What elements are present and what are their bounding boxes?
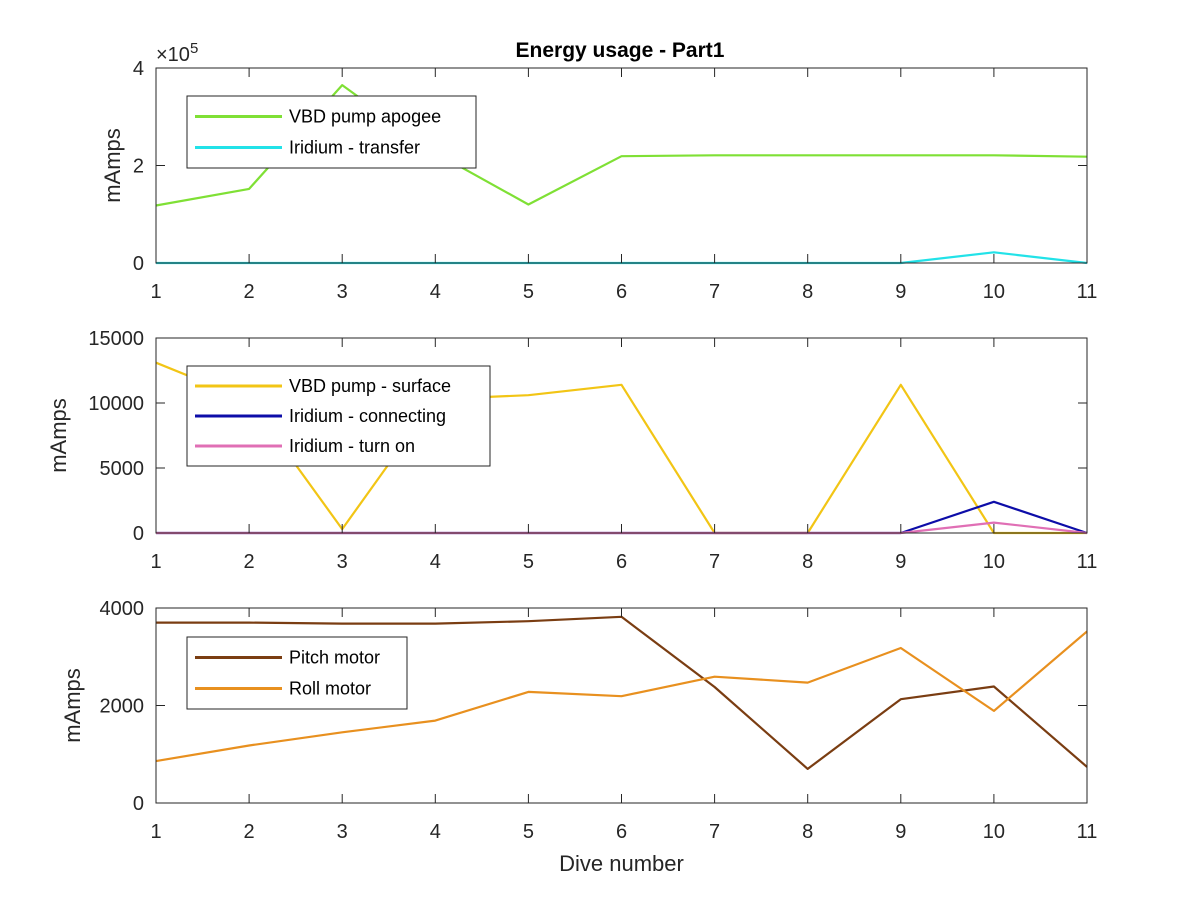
y-axis-exponent: ×105	[156, 40, 198, 66]
x-tick-label: 8	[802, 821, 813, 843]
legend-entry-label: VBD pump - surface	[289, 376, 451, 396]
x-tick-label: 9	[895, 281, 906, 303]
x-tick-label: 8	[802, 551, 813, 573]
y-tick-label: 2000	[100, 696, 145, 718]
subplot-vbd-apogee-iridium-transfer: Energy usage - Part1 ×105 1 2 3 4 5 6 7 8 9 10 110…	[100, 39, 1097, 303]
y-tick-label: 4	[133, 58, 144, 80]
x-tick-label: 5	[523, 821, 534, 843]
x-tick-label: 11	[1077, 821, 1098, 843]
x-tick-label: 7	[709, 821, 720, 843]
x-tick-label: 8	[802, 281, 813, 303]
x-tick-label: 1	[150, 821, 161, 843]
x-tick-label: 7	[709, 551, 720, 573]
legend-box	[186, 95, 477, 169]
legend-entry-label: Roll motor	[289, 679, 371, 699]
legend-entry-label: VBD pump apogee	[289, 107, 441, 127]
y-tick-label: 2	[133, 156, 144, 178]
legend-entry-label: Iridium - turn on	[289, 436, 415, 456]
x-tick-label: 9	[895, 821, 906, 843]
y-axis-label: mAmps	[46, 398, 71, 473]
y-axis-label: mAmps	[60, 668, 85, 743]
y-tick-label: 0	[133, 253, 144, 275]
y-tick-label: 15000	[88, 328, 144, 350]
series-line-vbd-pump-surface	[155, 361, 1087, 535]
legend-entry-label: Pitch motor	[289, 648, 380, 668]
x-tick-label: 10	[983, 281, 1005, 303]
x-tick-label: 6	[616, 281, 627, 303]
subplot-pitch-roll-motor: 1 2 3 4 5 6 7 8 9 10 11 0 2000 4000 mAmps Dive number Pi…	[60, 598, 1097, 876]
subplot-vbd-surface-iridium: 1 2 3 4 5 6 7 8 9 10 11 0 5000 10000 15000 mAmps VBD pum…	[46, 328, 1097, 573]
x-tick-label: 3	[337, 821, 348, 843]
x-tick-label: 3	[337, 281, 348, 303]
x-axis-label: Dive number	[559, 851, 684, 876]
x-tick-label: 7	[709, 281, 720, 303]
x-tick-label: 5	[523, 281, 534, 303]
x-tick-label: 2	[244, 551, 255, 573]
x-tick-label: 6	[616, 551, 627, 573]
y-tick-label: 0	[133, 523, 144, 545]
x-tick-label: 9	[895, 551, 906, 573]
x-tick-label: 4	[430, 281, 441, 303]
x-tick-label: 6	[616, 821, 627, 843]
legend-entry-label: Iridium - connecting	[289, 406, 446, 426]
legend-entry-label: Iridium - transfer	[289, 138, 420, 158]
x-tick-label: 4	[430, 551, 441, 573]
y-axis-label: mAmps	[100, 128, 125, 203]
x-tick-label: 1	[150, 281, 161, 303]
x-tick-label: 2	[244, 821, 255, 843]
legend-box	[186, 636, 408, 710]
chart-title: Energy usage - Part1	[516, 39, 725, 62]
x-tick-label: 4	[430, 821, 441, 843]
y-axis-exponent-base: ×10	[156, 44, 190, 66]
y-tick-label: 0	[133, 793, 144, 815]
x-tick-label: 11	[1077, 551, 1098, 573]
x-tick-label: 1	[150, 551, 161, 573]
x-tick-label: 5	[523, 551, 534, 573]
x-tick-label: 3	[337, 551, 348, 573]
y-tick-label: 5000	[100, 458, 145, 480]
x-tick-label: 11	[1077, 281, 1098, 303]
y-tick-label: 10000	[88, 393, 144, 415]
x-tick-label: 10	[983, 821, 1005, 843]
y-tick-label: 4000	[100, 598, 145, 620]
series-line-roll-motor	[155, 630, 1088, 763]
y-axis-exponent-power: 5	[190, 40, 198, 57]
x-tick-label: 2	[244, 281, 255, 303]
x-tick-label: 10	[983, 551, 1005, 573]
